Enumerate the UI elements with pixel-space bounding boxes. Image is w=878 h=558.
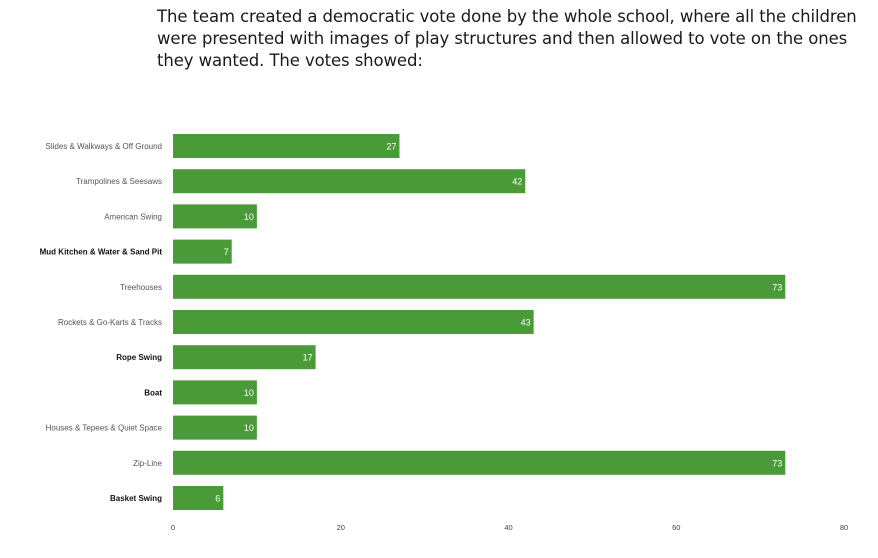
value-label-rope-swing: 17 — [303, 353, 313, 363]
category-label-rope-swing: Rope Swing — [116, 353, 162, 362]
value-labels-group: 27 42 10 7 73 43 17 10 10 73 6 — [215, 142, 782, 504]
value-label-basket-swing: 6 — [215, 494, 220, 504]
category-label-basket-swing: Basket Swing — [110, 494, 162, 503]
x-tick-label-20: 20 — [337, 523, 345, 532]
bar-treehouses — [173, 274, 786, 299]
bar-slides-and-walkways-and-off-ground — [173, 134, 400, 158]
bar-basket-swing — [173, 486, 224, 510]
bars-group — [173, 134, 786, 510]
value-label-mud-kitchen-and-water-and-sand-pit: 7 — [224, 247, 229, 257]
category-label-slides-and-walkways-and-off-ground: Slides & Walkways & Off Ground — [46, 142, 163, 151]
category-labels-group: Slides & Walkways & Off Ground Trampoline… — [40, 142, 163, 503]
category-label-boat: Boat — [144, 388, 162, 397]
x-axis-ticks-group: 0 20 40 60 80 — [171, 523, 848, 532]
bar-rope-swing — [173, 345, 316, 370]
bar-trampolines-and-seesaws — [173, 169, 526, 194]
value-label-trampolines-and-seesaws: 42 — [512, 177, 522, 187]
category-label-american-swing: American Swing — [104, 212, 162, 221]
intro-text: The team created a democratic vote done … — [157, 7, 857, 70]
bar-boat — [173, 380, 257, 405]
x-tick-label-80: 80 — [840, 523, 848, 532]
category-label-houses-and-tepees-and-quiet-space: Houses & Tepees & Quiet Space — [46, 424, 163, 433]
bar-mud-kitchen-and-water-and-sand-pit — [173, 239, 232, 264]
bar-rockets-and-go-karts-and-tracks — [173, 310, 534, 334]
bar-zip-line — [173, 450, 786, 475]
category-label-rockets-and-go-karts-and-tracks: Rockets & Go-Karts & Tracks — [58, 318, 162, 327]
x-tick-label-60: 60 — [672, 523, 680, 532]
category-label-treehouses: Treehouses — [120, 283, 162, 292]
category-label-mud-kitchen-and-water-and-sand-pit: Mud Kitchen & Water & Sand Pit — [40, 248, 163, 257]
bar-houses-and-tepees-and-quiet-space — [173, 415, 257, 440]
intro-paragraph: The team created a democratic vote done … — [157, 6, 867, 72]
bar-american-swing — [173, 204, 257, 229]
category-label-trampolines-and-seesaws: Trampolines & Seesaws — [76, 177, 162, 186]
x-tick-label-40: 40 — [504, 523, 512, 532]
x-tick-label-0: 0 — [171, 523, 175, 532]
value-label-boat: 10 — [244, 388, 254, 398]
value-label-houses-and-tepees-and-quiet-space: 10 — [244, 423, 254, 433]
value-label-zip-line: 73 — [772, 458, 782, 468]
category-label-zip-line: Zip-Line — [133, 459, 162, 468]
value-label-slides-and-walkways-and-off-ground: 27 — [386, 142, 396, 152]
value-label-american-swing: 10 — [244, 212, 254, 222]
value-label-rockets-and-go-karts-and-tracks: 43 — [521, 318, 531, 328]
value-label-treehouses: 73 — [772, 282, 782, 292]
